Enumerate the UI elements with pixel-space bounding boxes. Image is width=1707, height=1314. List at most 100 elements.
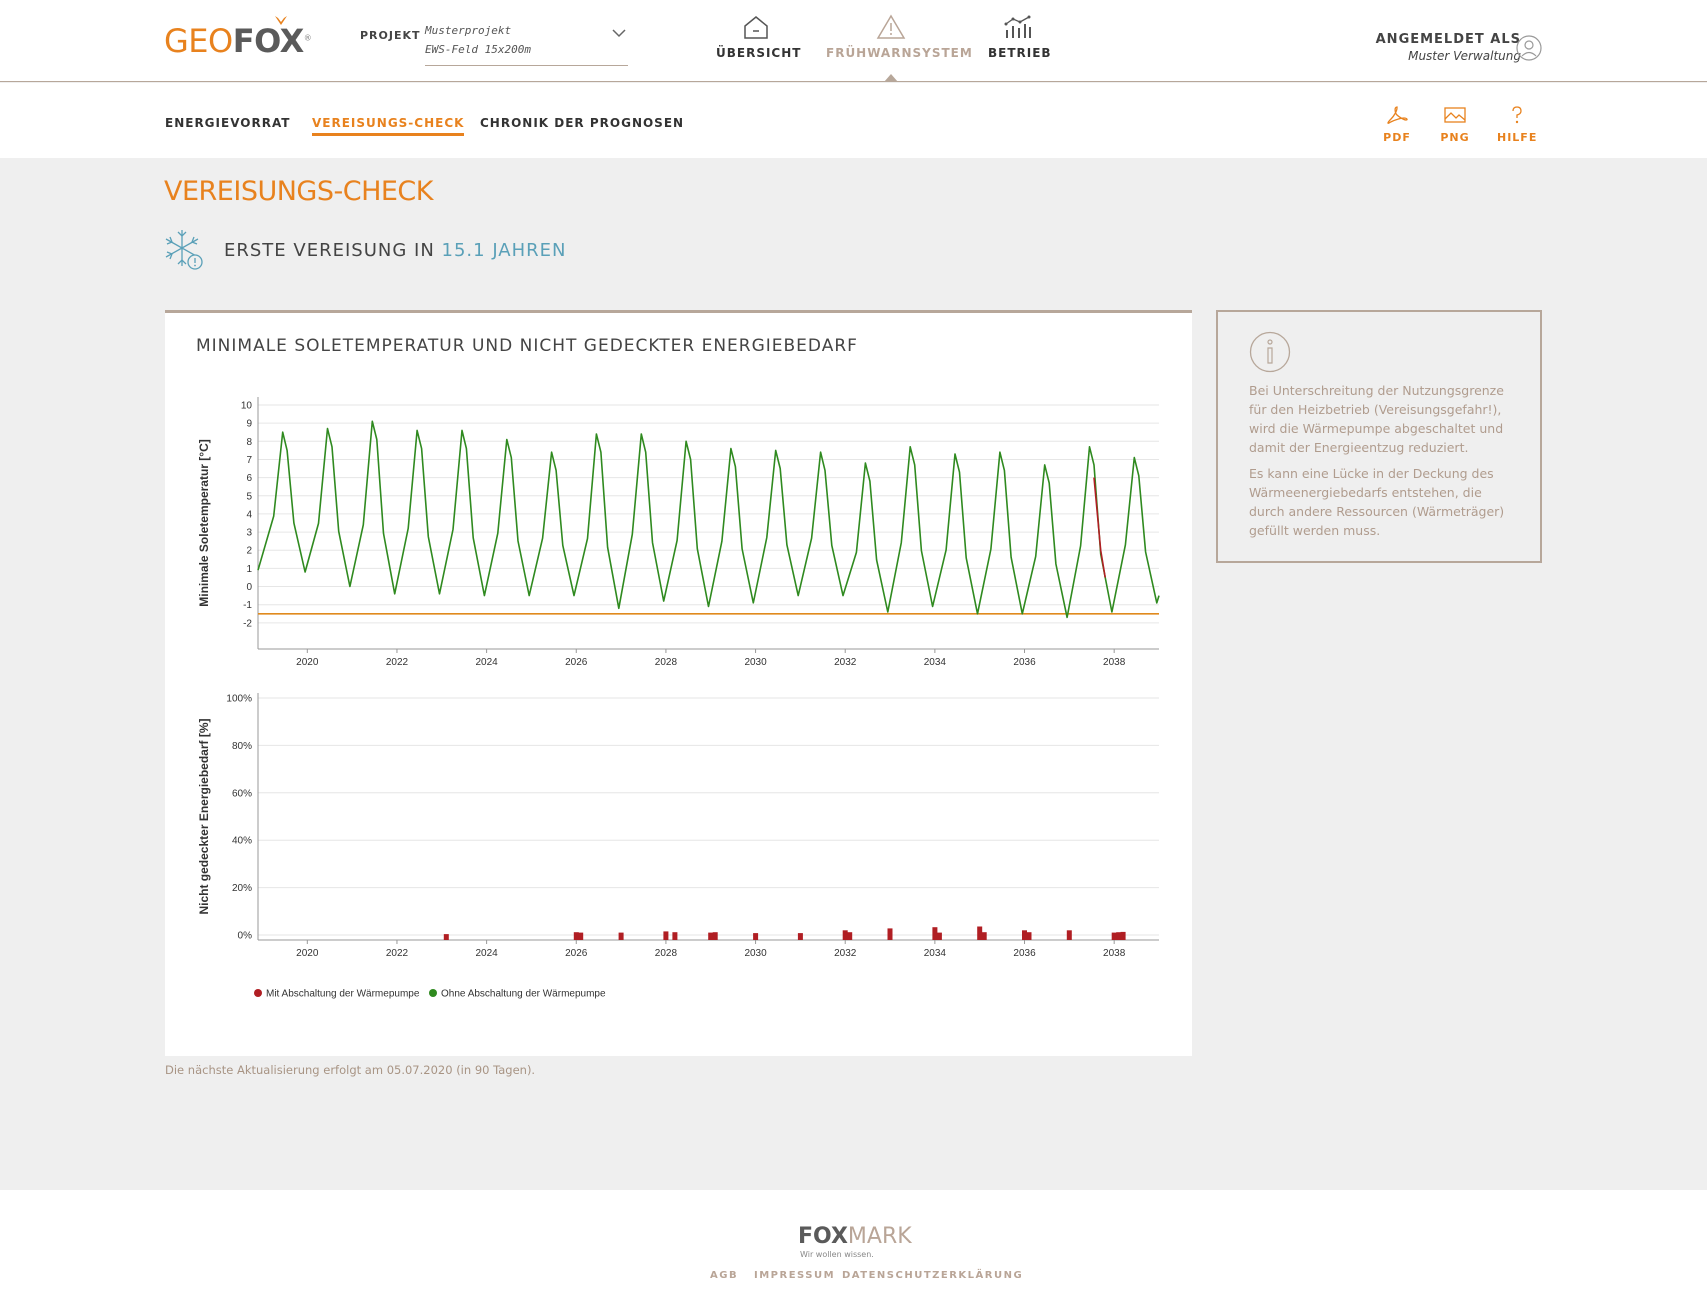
image-icon — [1444, 107, 1466, 123]
sub-navigation: ENERGIEVORRAT VEREISUNGS-CHECK CHRONIK D… — [0, 83, 1707, 158]
bar-x-tick: 2036 — [1013, 948, 1036, 959]
png-label: PNG — [1440, 131, 1470, 144]
bar-x-tick: 2024 — [475, 948, 498, 959]
unmet-demand-bar — [672, 932, 678, 940]
unmet-demand-bar — [797, 933, 803, 940]
freeze-alert-value: 15.1 JAHREN — [441, 240, 567, 261]
temp-x-tick: 2034 — [924, 657, 947, 668]
temp-x-tick: 2022 — [386, 657, 409, 668]
bar-y-tick: 100% — [226, 694, 252, 705]
user-icon[interactable] — [1516, 35, 1542, 61]
temp-y-tick: 3 — [246, 528, 252, 539]
login-info: ANGEMELDET ALS Muster Verwaltung — [1376, 32, 1521, 63]
temp-y-tick: 2 — [246, 546, 252, 557]
tab-chronik[interactable]: CHRONIK DER PROGNOSEN — [480, 116, 685, 130]
bar-x-tick: 2020 — [296, 948, 319, 959]
nav-early-warning[interactable]: FRÜHWARNSYSTEM — [826, 14, 972, 60]
series-ohne-abschaltung-line — [257, 420, 1160, 619]
bar-x-tick: 2030 — [744, 948, 767, 959]
unmet-demand-bar — [1116, 932, 1122, 940]
freeze-alert-prefix: ERSTE VEREISUNG IN — [224, 240, 435, 261]
unmet-demand-bar — [1111, 932, 1117, 940]
temp-x-tick: 2028 — [655, 657, 678, 668]
unmet-demand-bar — [578, 932, 584, 940]
geofox-logo[interactable]: GEOFOX® — [164, 16, 312, 60]
series-mit-abschaltung-line — [1093, 477, 1106, 578]
png-button[interactable]: PNG — [1440, 105, 1470, 144]
unmet-demand-bar — [936, 932, 942, 940]
nav-overview[interactable]: ÜBERSICHT — [716, 14, 800, 60]
footer-link-datenschutz[interactable]: DATENSCHUTZERKLÄRUNG — [842, 1270, 1024, 1281]
legend-dot — [429, 989, 437, 997]
user-name: Muster Verwaltung — [1408, 49, 1521, 63]
bar-y-axis-label: Nicht gedeckter Energiebedarf [%] — [197, 718, 211, 914]
project-select[interactable]: Musterprojekt EWS-Feld 15x200m — [425, 24, 628, 66]
unmet-demand-bar — [618, 932, 624, 940]
pdf-button[interactable]: PDF — [1382, 105, 1412, 144]
temp-y-tick: 9 — [246, 419, 252, 430]
project-name: Musterprojekt — [425, 24, 512, 37]
unmet-demand-bar — [887, 928, 893, 940]
bar-x-tick: 2028 — [655, 948, 678, 959]
pdf-icon — [1387, 106, 1408, 124]
bar-y-tick: 20% — [232, 883, 252, 894]
temp-y-tick: 1 — [246, 564, 252, 575]
tab-energievorrat[interactable]: ENERGIEVORRAT — [165, 116, 291, 130]
nav-operation-label: BETRIEB — [988, 46, 1052, 60]
unmet-demand-bar — [1022, 930, 1027, 940]
pdf-label: PDF — [1383, 131, 1411, 144]
temp-y-tick: 5 — [246, 491, 252, 502]
login-label: ANGEMELDET ALS — [1375, 32, 1521, 47]
snowflake-warning-icon — [165, 230, 203, 270]
legend-label: Ohne Abschaltung der Wärmepumpe — [441, 989, 606, 1000]
temp-x-tick: 2038 — [1103, 657, 1126, 668]
bar-y-tick: 60% — [232, 788, 252, 799]
project-field: EWS-Feld 15x200m — [425, 43, 531, 56]
info-box: Bei Unterschreitung der Nutzungsgrenze f… — [1216, 310, 1542, 563]
nav-operation[interactable]: BETRIEB — [988, 14, 1051, 60]
bar-x-tick: 2034 — [924, 948, 947, 959]
unmet-demand-bar — [712, 932, 718, 940]
unmet-demand-bar — [443, 934, 449, 940]
unmet-demand-bar — [1066, 930, 1072, 940]
footer-link-agb[interactable]: AGB — [710, 1270, 739, 1281]
help-button[interactable]: HILFE — [1497, 105, 1537, 144]
warning-icon — [876, 14, 906, 39]
top-header: GEOFOX® PROJEKT Musterprojekt EWS-Feld 1… — [0, 0, 1707, 82]
chevron-down-icon — [612, 29, 626, 38]
bar-x-tick: 2022 — [386, 948, 409, 959]
unmet-demand-bar — [842, 930, 848, 940]
question-icon — [1512, 106, 1522, 124]
project-label: PROJEKT — [360, 29, 421, 42]
chart-card: MINIMALE SOLETEMPERATUR UND NICHT GEDECK… — [165, 310, 1192, 1056]
freeze-alert-text: ERSTE VEREISUNG IN 15.1 JAHREN — [224, 240, 567, 261]
unmet-demand-bar — [847, 932, 853, 940]
temp-y-tick: 0 — [246, 582, 252, 593]
unmet-demand-bar — [977, 926, 983, 940]
bar-x-tick: 2038 — [1103, 948, 1126, 959]
unmet-demand-bar — [932, 927, 938, 940]
page-title: VEREISUNGS-CHECK — [164, 176, 434, 207]
temp-x-tick: 2030 — [744, 657, 767, 668]
house-icon — [744, 16, 768, 39]
info-text-1: Bei Unterschreitung der Nutzungsgrenze f… — [1249, 383, 1504, 455]
bar-x-tick: 2032 — [834, 948, 857, 959]
foxmark-tagline: Wir wollen wissen. — [800, 1250, 874, 1259]
bar-chart-icon — [1004, 15, 1031, 38]
bar-y-tick: 80% — [232, 741, 252, 752]
tab-vereisungs-check[interactable]: VEREISUNGS-CHECK — [312, 116, 465, 136]
temp-y-tick: 8 — [246, 437, 252, 448]
unmet-demand-bar — [708, 932, 714, 940]
footer: FOXMARK Wir wollen wissen. AGB IMPRESSUM… — [0, 1190, 1707, 1314]
footer-link-impressum[interactable]: IMPRESSUM — [754, 1270, 836, 1281]
temp-y-tick: 6 — [246, 473, 252, 484]
temp-y-tick: -1 — [243, 600, 252, 611]
bar-y-tick: 40% — [232, 836, 252, 847]
bar-y-tick: 0% — [238, 931, 253, 942]
foxmark-logo[interactable]: FOXMARK — [798, 1224, 912, 1249]
temp-y-axis-label: Minimale Soletemperatur [°C] — [197, 439, 211, 607]
temp-x-tick: 2032 — [834, 657, 857, 668]
temp-x-tick: 2020 — [296, 657, 319, 668]
chart-card-title: MINIMALE SOLETEMPERATUR UND NICHT GEDECK… — [196, 336, 858, 356]
unmet-demand-bar — [1026, 932, 1032, 940]
